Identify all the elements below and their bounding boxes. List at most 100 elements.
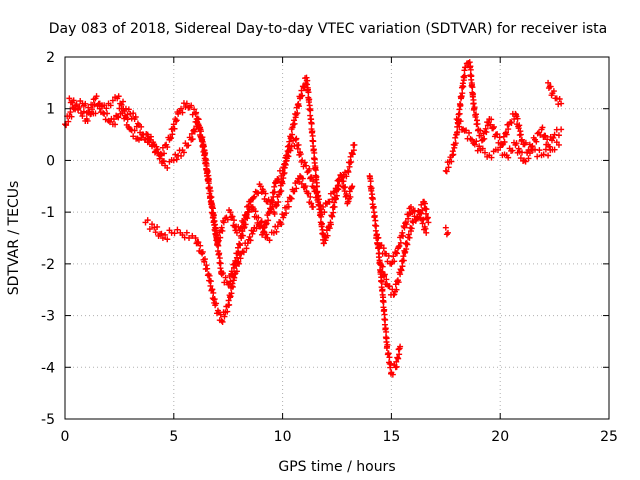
data-point (84, 117, 91, 124)
data-point (266, 237, 273, 244)
data-point (68, 113, 75, 120)
data-point (281, 161, 288, 168)
data-point (257, 219, 264, 226)
data-point (115, 114, 122, 121)
data-point (555, 132, 562, 139)
data-point (224, 216, 231, 223)
data-point (306, 96, 313, 103)
data-point (330, 209, 337, 216)
data-point (243, 213, 250, 220)
data-point (390, 253, 397, 260)
data-point (202, 156, 209, 163)
data-point (403, 240, 410, 247)
x-tick-label: 10 (274, 429, 292, 445)
data-point (144, 217, 151, 224)
data-point (494, 131, 501, 138)
data-point (307, 107, 314, 114)
data-point (293, 135, 300, 142)
data-point (76, 104, 83, 111)
data-point (345, 169, 352, 176)
data-point (303, 162, 310, 169)
x-tick-label: 0 (61, 429, 70, 445)
data-point (505, 126, 512, 133)
data-point (423, 206, 430, 213)
data-point (146, 226, 153, 233)
data-point (381, 271, 388, 278)
data-point (295, 141, 302, 148)
data-point (544, 136, 551, 143)
data-point (229, 213, 236, 220)
data-point (381, 311, 388, 318)
data-point (164, 144, 171, 151)
data-point (335, 182, 342, 189)
data-point (302, 183, 309, 190)
data-point (273, 202, 280, 209)
data-point (87, 111, 94, 118)
data-point (178, 105, 185, 112)
data-point (183, 229, 190, 236)
data-point (420, 216, 427, 223)
data-point (473, 138, 480, 145)
data-point (393, 250, 400, 257)
data-point (217, 260, 224, 267)
data-point (255, 214, 262, 221)
data-point (203, 262, 210, 269)
data-point (461, 72, 468, 79)
data-point (73, 101, 80, 108)
data-point (229, 283, 236, 290)
data-point (477, 127, 484, 134)
data-point (536, 147, 543, 154)
data-point (550, 134, 557, 141)
y-tick-label: -5 (41, 412, 55, 428)
data-point (407, 203, 414, 210)
data-point (501, 139, 508, 145)
data-point (164, 164, 171, 171)
data-point (274, 223, 281, 230)
data-point (299, 175, 306, 182)
data-point (218, 224, 225, 231)
data-point (138, 135, 145, 142)
data-point (304, 77, 311, 84)
data-point (185, 142, 192, 149)
data-point (219, 318, 226, 325)
data-point (488, 116, 495, 123)
data-point (120, 98, 127, 105)
data-point (456, 123, 463, 130)
data-point (244, 208, 251, 215)
data-point (144, 131, 151, 138)
data-point (261, 224, 268, 231)
data-point (250, 228, 257, 235)
data-point (275, 191, 282, 198)
data-point (65, 118, 72, 125)
data-point (167, 135, 174, 142)
data-point (320, 203, 327, 210)
data-point (275, 198, 282, 205)
data-point (215, 238, 222, 245)
data-point (198, 128, 204, 135)
data-point (172, 118, 179, 125)
data-point (393, 286, 400, 293)
data-point (278, 221, 285, 228)
data-point (294, 110, 301, 117)
data-point (211, 221, 218, 228)
data-point (199, 248, 206, 255)
data-point (157, 150, 164, 157)
data-point (243, 245, 250, 252)
data-point (313, 189, 320, 196)
data-point (379, 263, 386, 270)
data-point (310, 184, 317, 191)
data-point (124, 116, 131, 123)
data-point (469, 84, 476, 91)
data-point (373, 223, 380, 230)
data-point (278, 187, 285, 194)
data-point (170, 157, 177, 164)
data-point (180, 149, 187, 156)
data-point (349, 183, 356, 190)
data-point (471, 104, 478, 111)
data-point (327, 221, 334, 228)
data-point (380, 245, 387, 252)
data-point (400, 233, 407, 240)
data-point (488, 154, 495, 161)
data-point (92, 110, 99, 117)
data-point (212, 227, 219, 234)
